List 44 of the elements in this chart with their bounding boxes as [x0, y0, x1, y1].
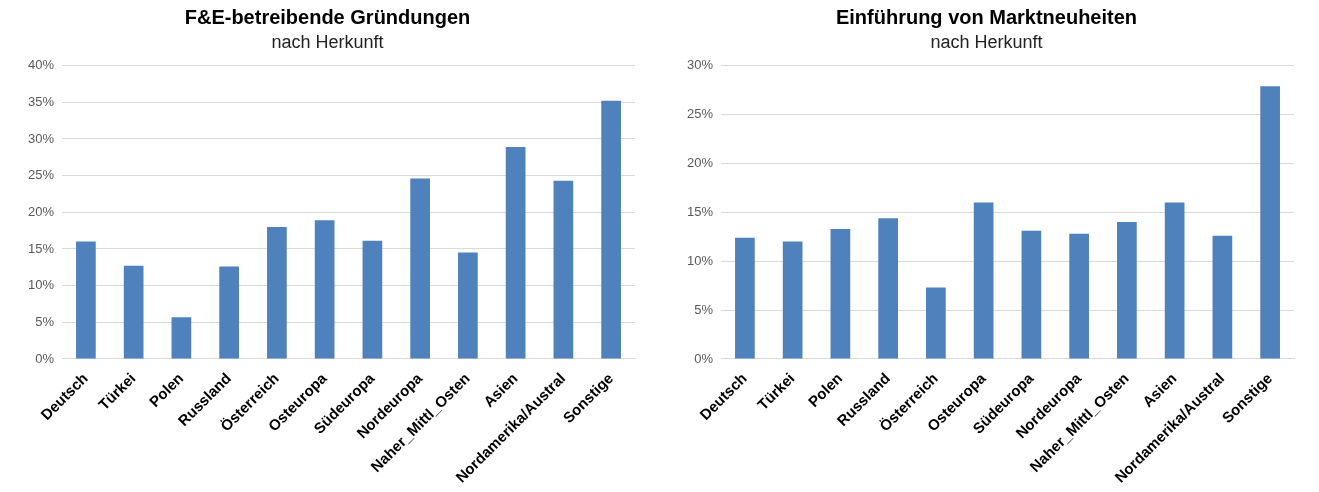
chart-subtitle: nach Herkunft [271, 31, 384, 52]
bar [76, 241, 96, 359]
bar [973, 202, 994, 359]
bar [878, 218, 898, 359]
y-tick-label: 5% [35, 313, 55, 329]
y-tick-label: 40% [27, 57, 55, 73]
y-tick-label: 10% [27, 277, 55, 293]
bar [267, 226, 287, 359]
bar [1021, 230, 1042, 359]
y-tick-label: 35% [27, 93, 55, 109]
bar [926, 287, 946, 359]
y-tick-label: 5% [694, 301, 714, 317]
y-tick-label: 30% [686, 57, 714, 73]
bar [735, 237, 755, 359]
bar [410, 178, 430, 359]
chart-title: F&E-betreibende Gründungen [184, 5, 471, 28]
bar [219, 266, 239, 359]
bar [171, 317, 192, 359]
bar [830, 228, 851, 359]
y-tick-label: 30% [27, 130, 55, 146]
chart-subtitle: nach Herkunft [930, 31, 1043, 52]
y-tick-label: 25% [27, 167, 55, 183]
bar [458, 252, 478, 359]
bar [1164, 202, 1185, 359]
y-tick-label: 15% [686, 203, 714, 219]
y-tick-label: 10% [686, 252, 714, 268]
y-tick-label: 20% [27, 203, 55, 219]
bar [362, 240, 383, 359]
y-tick-label: 20% [686, 154, 714, 170]
bar [553, 180, 574, 359]
y-tick-label: 0% [694, 350, 714, 366]
y-tick-label: 15% [27, 240, 55, 256]
y-tick-label: 0% [35, 350, 55, 366]
bar [1212, 235, 1233, 359]
bar [505, 147, 526, 359]
bar [1117, 222, 1137, 359]
bar [1069, 233, 1089, 359]
bar [1260, 86, 1280, 359]
y-tick-label: 25% [686, 106, 714, 122]
bar [314, 220, 335, 359]
bar [601, 100, 621, 359]
bar [782, 241, 803, 359]
bar [123, 265, 144, 359]
chart-title: Einführung von Marktneuheiten [835, 5, 1138, 28]
